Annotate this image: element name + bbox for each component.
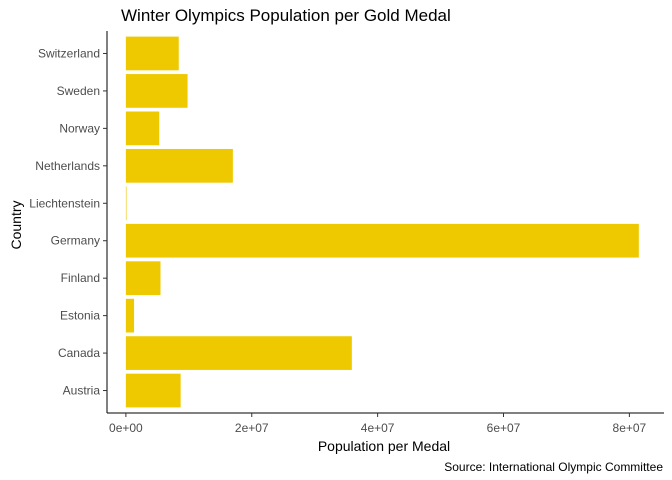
- bar-netherlands: [125, 148, 233, 183]
- bar-finland: [125, 261, 161, 296]
- chart-caption: Source: International Olympic Committee: [444, 460, 663, 474]
- bar-liechtenstein: [125, 186, 127, 221]
- y-tick-label-liechtenstein: Liechtenstein: [29, 196, 100, 210]
- x-axis: 0e+00 2e+07 4e+07 6e+07 8e+07: [107, 412, 664, 435]
- x-tick-label-1: 2e+07: [235, 421, 269, 435]
- bar-norway: [125, 111, 160, 146]
- bar-germany: [125, 223, 639, 258]
- y-tick-label-sweden: Sweden: [57, 84, 100, 98]
- y-tick-label-norway: Norway: [59, 121, 100, 135]
- x-axis-title: Population per Medal: [318, 438, 450, 454]
- bar-canada: [125, 336, 352, 370]
- bar-austria: [125, 373, 181, 408]
- y-tick-label-finland: Finland: [61, 271, 100, 285]
- bar-sweden: [125, 74, 188, 108]
- bars-layer: [125, 36, 639, 408]
- bar-estonia: [125, 298, 135, 333]
- y-tick-label-canada: Canada: [58, 346, 100, 360]
- y-tick-label-netherlands: Netherlands: [35, 159, 100, 173]
- x-tick-label-0: 0e+00: [109, 421, 143, 435]
- x-tick-label-2: 4e+07: [361, 421, 395, 435]
- y-tick-label-austria: Austria: [63, 384, 101, 398]
- x-tick-label-3: 6e+07: [487, 421, 521, 435]
- x-tick-label-4: 8e+07: [613, 421, 647, 435]
- y-tick-label-switzerland: Switzerland: [38, 46, 100, 60]
- chart-title: Winter Olympics Population per Gold Meda…: [121, 6, 451, 25]
- y-tick-label-estonia: Estonia: [60, 309, 100, 323]
- y-tick-label-germany: Germany: [51, 234, 100, 248]
- bar-switzerland: [125, 36, 179, 71]
- y-axis-title: Country: [8, 200, 24, 249]
- y-axis: Switzerland Sweden Norway Netherlands Liecht…: [29, 31, 108, 413]
